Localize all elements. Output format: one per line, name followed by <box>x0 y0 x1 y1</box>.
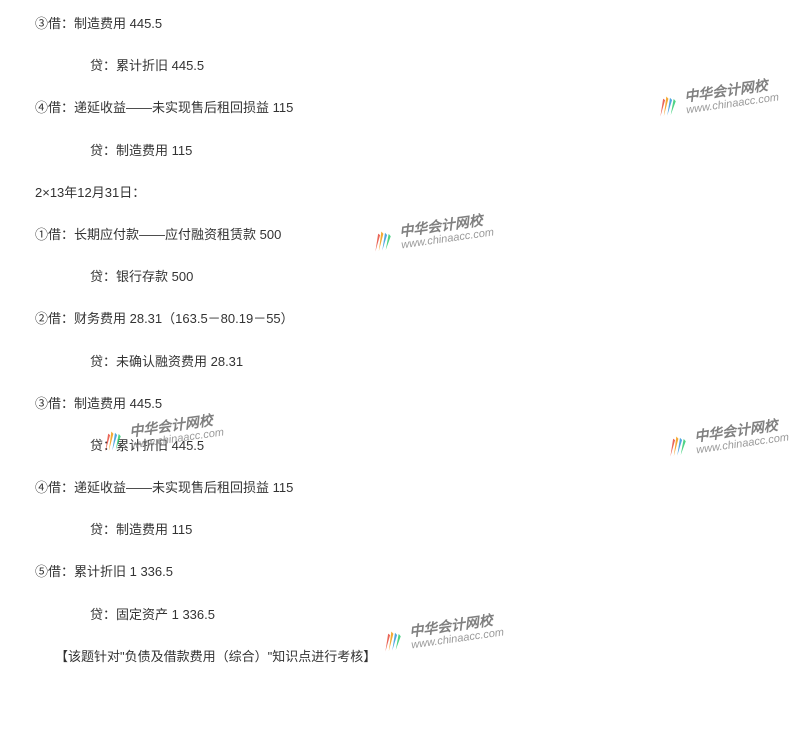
journal-entry-5-debit: ⑤借：累计折旧 1 336.5 <box>35 563 765 581</box>
journal-entry-4-credit: 贷：制造费用 115 <box>35 142 765 160</box>
journal-entry-4b-credit: 贷：制造费用 115 <box>35 521 765 539</box>
journal-entry-3b-debit: ③借：制造费用 445.5 <box>35 395 765 413</box>
journal-entry-4b-debit: ④借：递延收益——未实现售后租回损益 115 <box>35 479 765 497</box>
journal-entry-2b-debit: ②借：财务费用 28.31（163.5－80.19－55） <box>35 310 765 328</box>
journal-entry-4-debit: ④借：递延收益——未实现售后租回损益 115 <box>35 99 765 117</box>
journal-entry-5-credit: 贷：固定资产 1 336.5 <box>35 606 765 624</box>
journal-entry-1b-credit: 贷：银行存款 500 <box>35 268 765 286</box>
journal-entry-3b-credit: 贷：累计折旧 445.5 <box>35 437 765 455</box>
journal-entry-3-credit: 贷：累计折旧 445.5 <box>35 57 765 75</box>
watermark-cn-text: 中华会计网校 <box>128 412 223 440</box>
question-note: 【该题针对"负债及借款费用（综合）"知识点进行考核】 <box>35 648 765 666</box>
journal-entry-1b-debit: ①借：长期应付款——应付融资租赁款 500 <box>35 226 765 244</box>
journal-entry-2b-credit: 贷：未确认融资费用 28.31 <box>35 353 765 371</box>
journal-entry-3-debit: ③借：制造费用 445.5 <box>35 15 765 33</box>
date-heading: 2×13年12月31日： <box>35 184 765 202</box>
